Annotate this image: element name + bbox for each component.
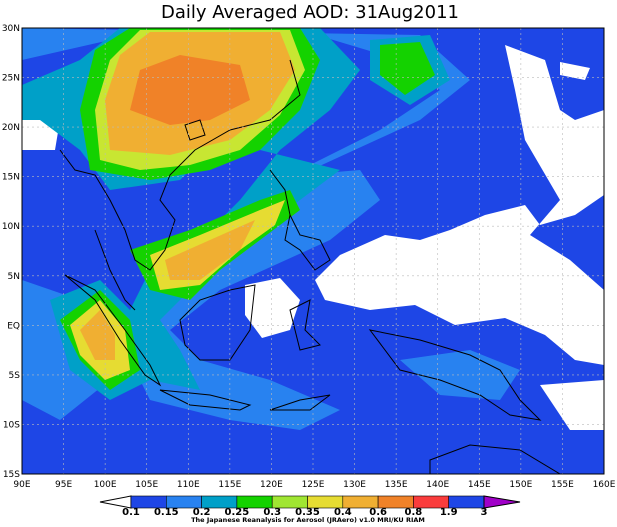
x-tick-label: 140E (426, 480, 449, 490)
x-tick-label: 100E (94, 480, 117, 490)
colorbar-label: 0.6 (369, 507, 387, 518)
colorbar-label: 1.9 (440, 507, 458, 518)
y-tick-label: EQ (7, 321, 20, 331)
y-tick-label: 5S (9, 371, 21, 381)
colorbar-label: 0.4 (334, 507, 352, 518)
y-tick-label: 15N (2, 173, 20, 183)
map-title: Daily Averaged AOD: 31Aug2011 (161, 2, 459, 23)
colorbar-label: 0.2 (193, 507, 211, 518)
colorbar-label: 0.1 (122, 507, 140, 518)
x-tick-label: 160E (593, 480, 616, 490)
x-tick-label: 90E (13, 480, 30, 490)
y-tick-label: 10S (3, 420, 20, 430)
x-tick-label: 125E (302, 480, 325, 490)
x-tick-label: 120E (260, 480, 283, 490)
colorbar-label: 0.3 (263, 507, 281, 518)
x-tick-label: 155E (551, 480, 574, 490)
y-tick-label: 10N (2, 222, 20, 232)
x-tick-label: 105E (135, 480, 158, 490)
colorbar-label: 0.25 (225, 507, 250, 518)
colorbar-label: 3 (481, 507, 488, 518)
x-tick-label: 145E (468, 480, 491, 490)
x-tick-label: 110E (177, 480, 200, 490)
y-tick-label: 5N (8, 272, 20, 282)
aod-field (22, 28, 604, 474)
x-tick-label: 130E (343, 480, 366, 490)
x-tick-label: 135E (385, 480, 408, 490)
graticule (22, 28, 604, 474)
y-tick-label: 15S (3, 470, 20, 480)
y-tick-label: 30N (2, 24, 20, 34)
y-tick-label: 20N (2, 123, 20, 133)
colorbar-high (483, 495, 521, 509)
map-frame (21, 27, 605, 475)
y-tick-label: 25N (2, 74, 20, 84)
colorbar-label: 0.15 (154, 507, 179, 518)
x-tick-label: 115E (218, 480, 241, 490)
x-tick-label: 95E (55, 480, 72, 490)
x-tick-label: 150E (509, 480, 532, 490)
credit: The Japanese Reanalysis for Aerosol (JRA… (191, 516, 425, 524)
colorbar-label: 0.35 (295, 507, 320, 518)
colorbar (99, 495, 521, 509)
colorbar-label: 0.8 (405, 507, 423, 518)
